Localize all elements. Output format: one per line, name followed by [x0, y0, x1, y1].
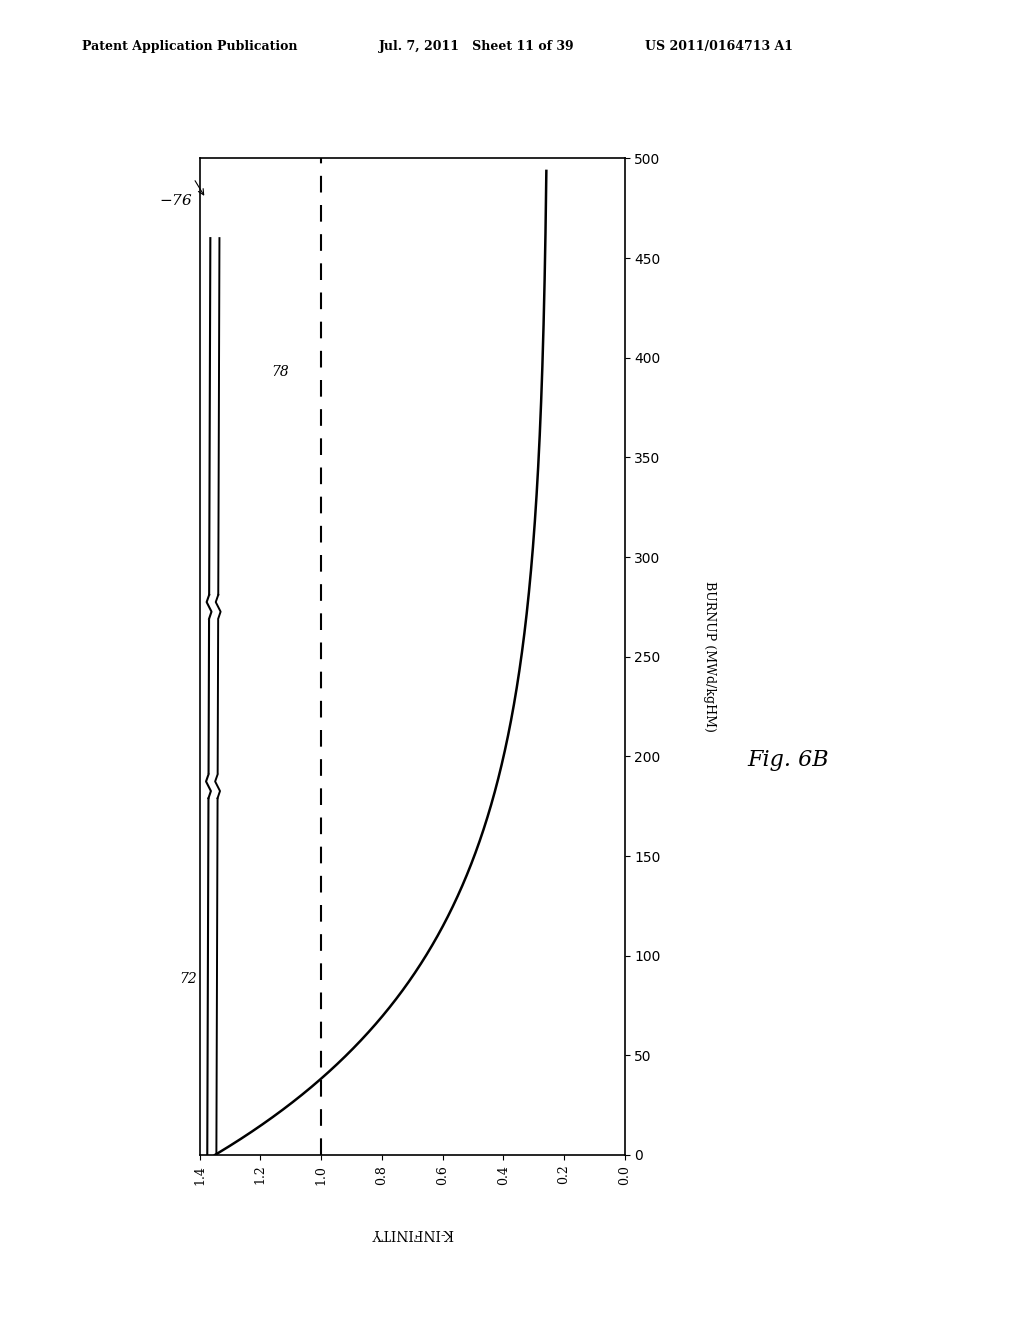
Text: US 2011/0164713 A1: US 2011/0164713 A1 [645, 40, 794, 53]
Text: 72: 72 [179, 973, 197, 986]
Y-axis label: BURNUP (MWd/kgHM): BURNUP (MWd/kgHM) [703, 581, 717, 733]
Text: Patent Application Publication: Patent Application Publication [82, 40, 297, 53]
Text: Fig. 6B: Fig. 6B [748, 748, 829, 771]
X-axis label: K-INFINITY: K-INFINITY [371, 1226, 454, 1241]
Text: Jul. 7, 2011   Sheet 11 of 39: Jul. 7, 2011 Sheet 11 of 39 [379, 40, 574, 53]
Text: 78: 78 [271, 366, 289, 379]
Text: $-$76: $-$76 [159, 193, 193, 207]
